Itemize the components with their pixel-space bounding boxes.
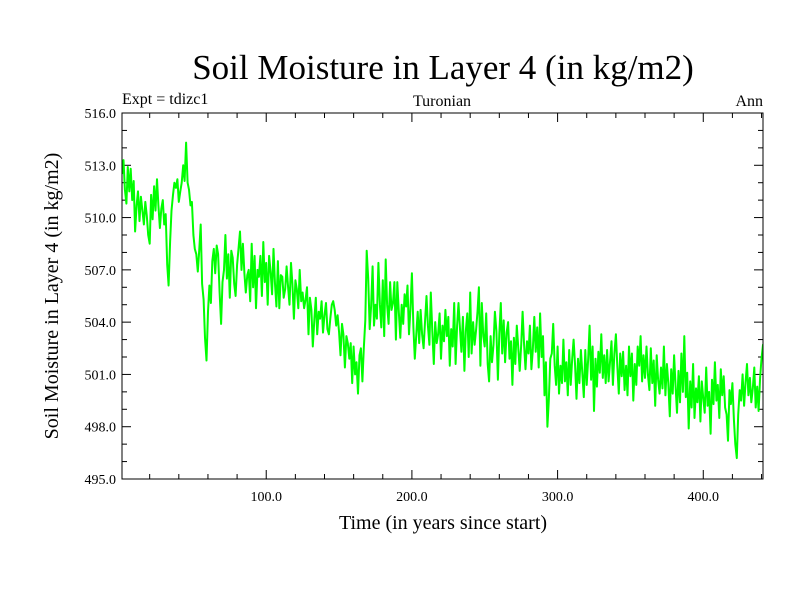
data-series-line xyxy=(122,141,763,460)
y-tick-label: 516.0 xyxy=(85,107,117,122)
y-tick-label: 510.0 xyxy=(85,212,117,227)
expt-label: Expt = tdizc1 xyxy=(122,91,208,108)
x-tick-label: 400.0 xyxy=(688,490,720,505)
chart-title: Soil Moisture in Layer 4 (in kg/m2) xyxy=(192,48,694,87)
y-tick-label: 504.0 xyxy=(85,316,117,331)
x-tick-labels: 100.0 200.0 300.0 400.0 xyxy=(250,490,719,505)
y-tick-label: 498.0 xyxy=(85,421,117,436)
plot-frame xyxy=(121,112,764,480)
y-tick-label: 495.0 xyxy=(85,473,117,488)
axis-ticks xyxy=(122,112,763,480)
season-label: Ann xyxy=(735,93,763,110)
y-tick-label: 501.0 xyxy=(85,368,117,383)
period-label: Turonian xyxy=(413,93,471,110)
y-tick-label: 513.0 xyxy=(85,159,117,174)
y-tick-labels: 495.0 498.0 501.0 504.0 507.0 510.0 513.0 516.0 xyxy=(85,107,117,488)
x-tick-label: 300.0 xyxy=(542,490,574,505)
x-tick-label: 200.0 xyxy=(396,490,428,505)
x-tick-label: 100.0 xyxy=(250,490,282,505)
y-axis-label: Soil Moisture in Layer 4 (in kg/m2) xyxy=(41,153,63,440)
y-tick-label: 507.0 xyxy=(85,264,117,279)
x-axis-label: Time (in years since start) xyxy=(339,512,547,534)
